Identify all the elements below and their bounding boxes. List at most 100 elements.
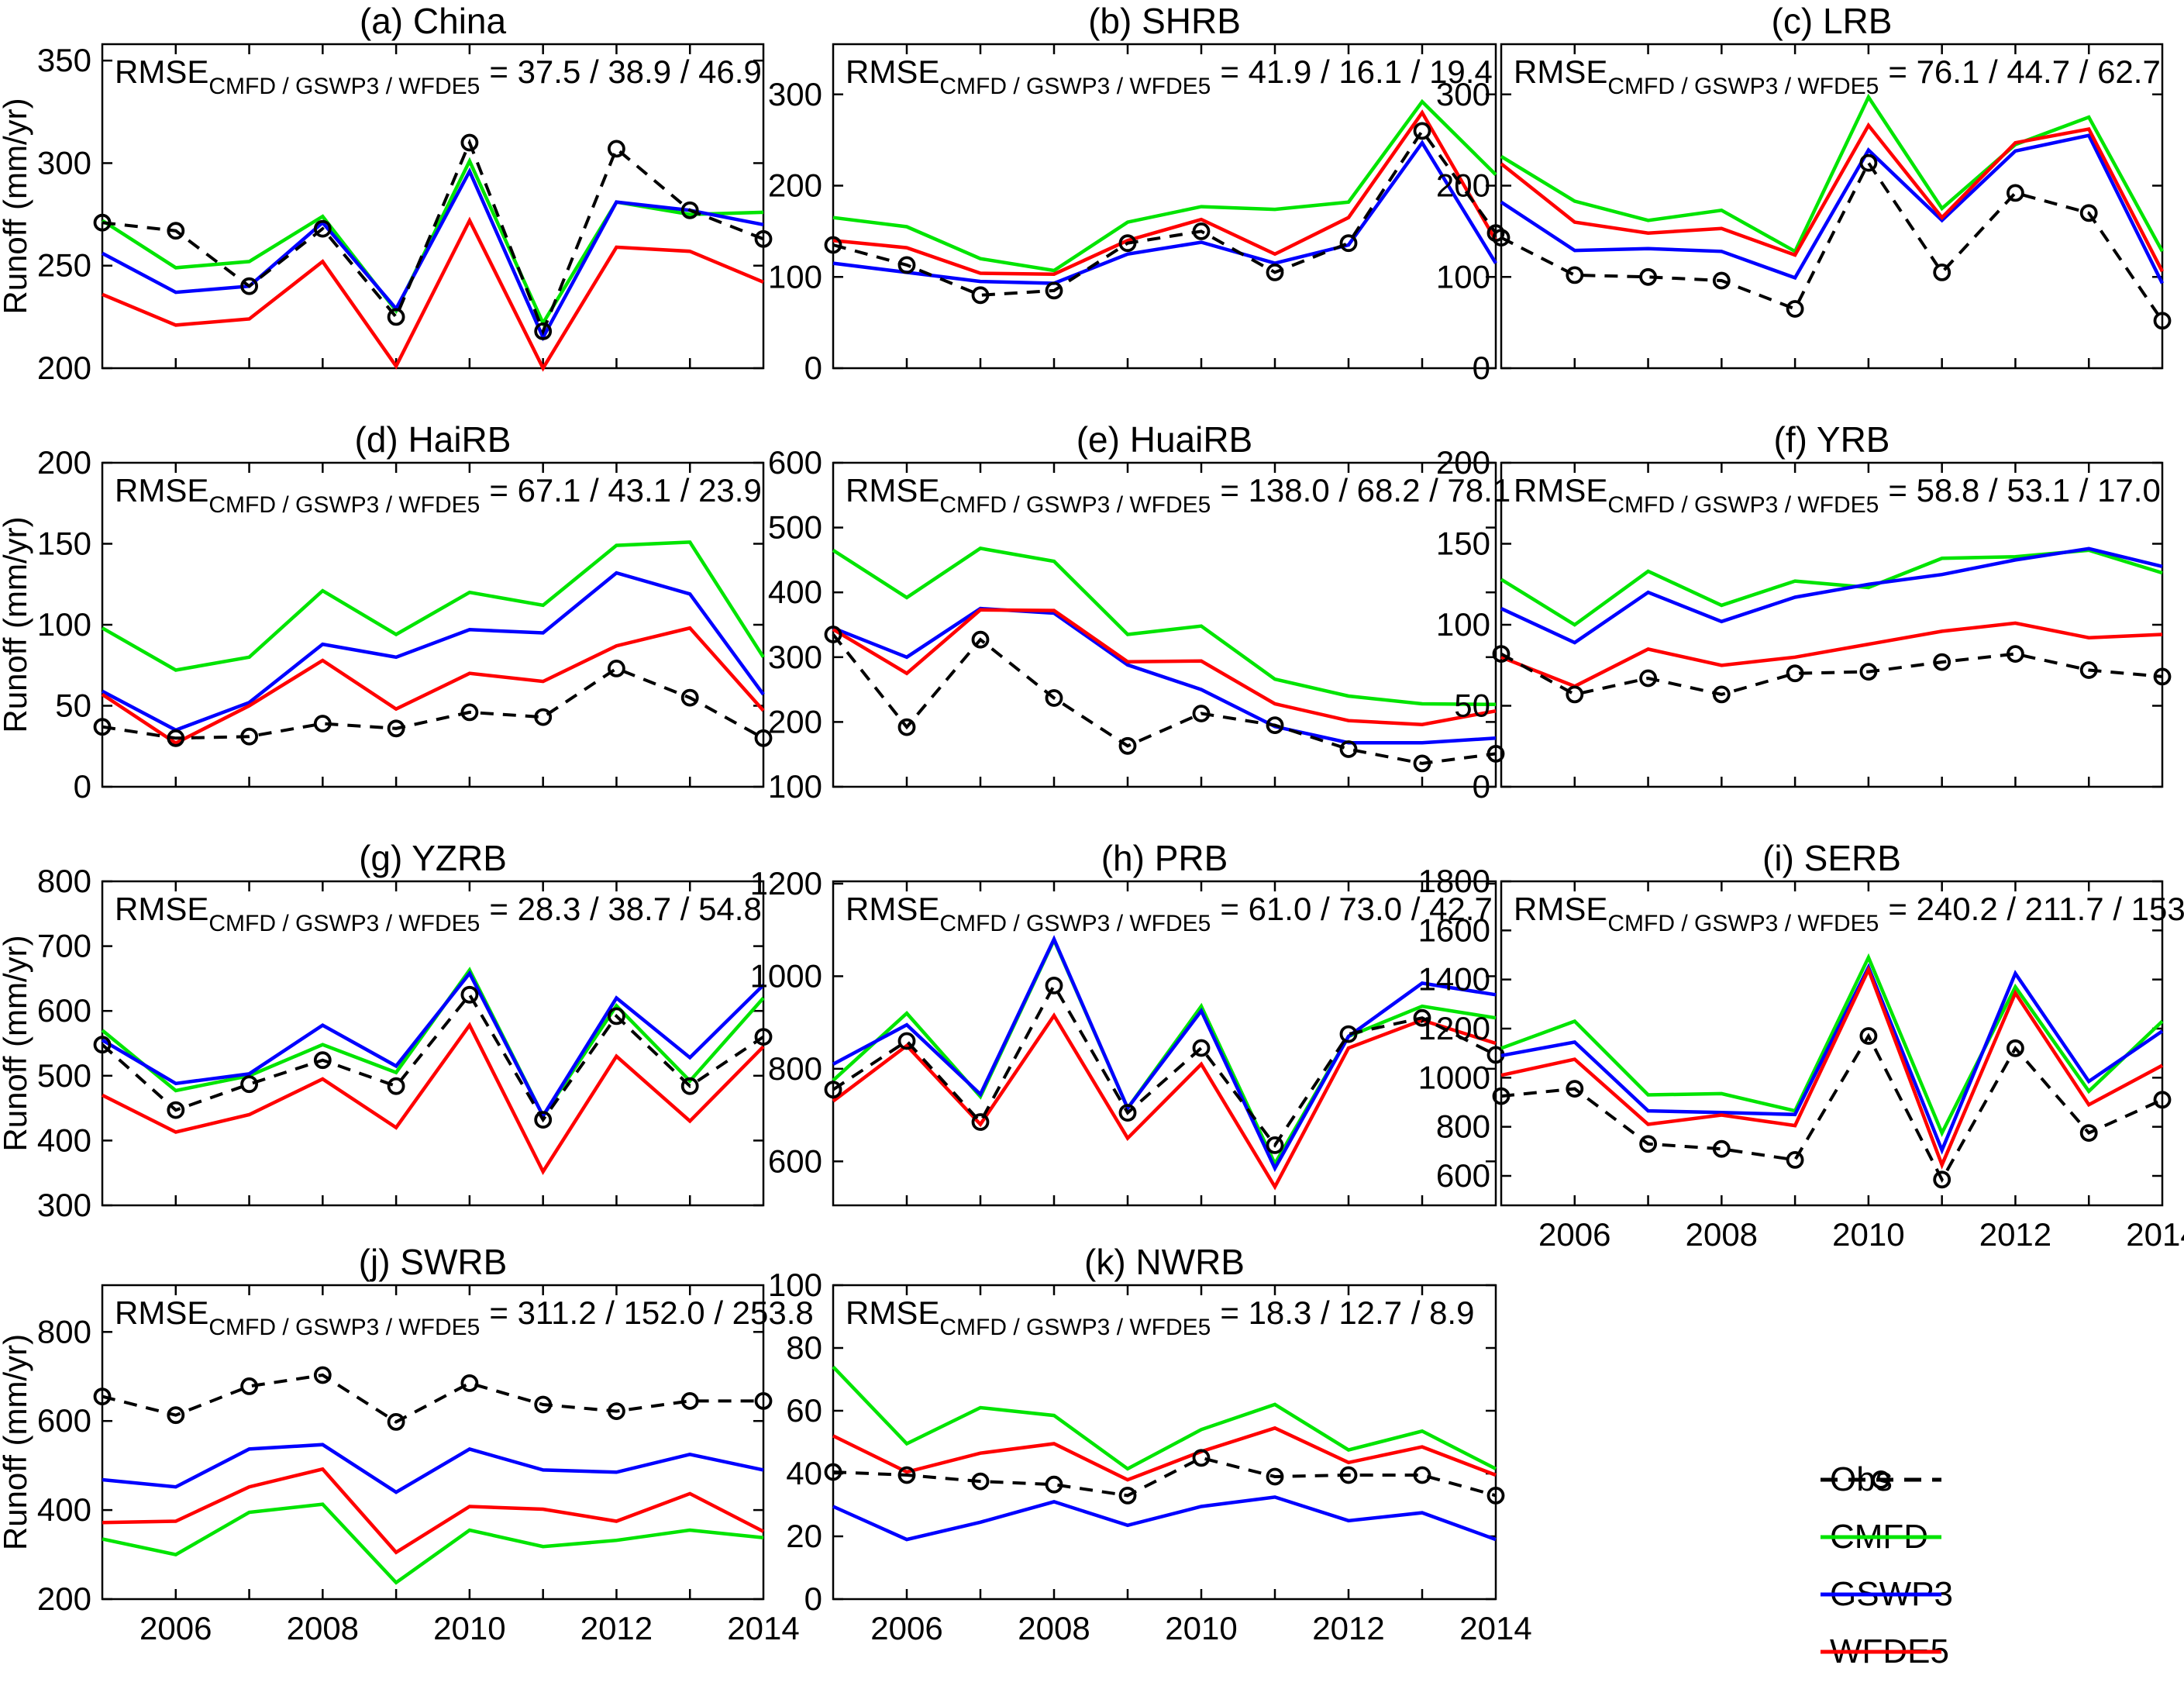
cmfd-line [832,1365,1497,1471]
panel-title: (i) SERB [1762,838,1901,878]
obs-point [824,236,842,254]
panel-title: (c) LRB [1772,1,1893,41]
rmse-values: = 61.0 / 73.0 / 42.7 [1220,891,1493,927]
obs-series [824,626,1505,773]
obs-point [1486,1486,1505,1505]
panel-f-chart: (f) YRB 0 50 100 150 200 [1436,419,2172,805]
obs-point [1118,234,1137,253]
wfde5-line [1500,965,2164,1170]
obs-point [240,727,259,746]
obs-point [93,213,112,232]
y-tick-label: 100 [37,606,91,643]
obs-point [240,1377,259,1395]
y-tick-label: 500 [37,1057,91,1094]
rmse-subscript: CMFD / GSWP3 / WFDE5 [939,74,1211,99]
gswp3-line [832,140,1497,285]
obs-point [971,1113,990,1131]
panel-a-chart: (a) China Runoff (mm/yr) 200 250 300 350 [0,1,773,386]
y-tick-label: 200 [37,444,91,481]
cmfd-line [1500,93,2164,254]
panel-title: (f) YRB [1774,419,1890,460]
obs-point [167,222,185,240]
gswp3-line [101,571,765,733]
obs-point [2007,184,2024,202]
gswp3-line [832,1495,1497,1542]
panel-b-chart: (b) SHRB 0 100 200 300 [768,1,1505,386]
obs-point [2007,1039,2024,1057]
obs-point [1639,1135,1658,1153]
panel-g-chart: (g) YZRB Runoff (mm/yr) 300 400 500 600 700 800 [0,838,773,1223]
obs-point [534,708,553,726]
rmse-prefix: RMSE [1514,53,1608,90]
obs-point [754,229,773,248]
y-tick-label: 100 [768,258,822,295]
y-tick-label: 300 [37,144,91,181]
wfde5-line [832,608,1497,726]
wfde5-line [102,1467,765,1555]
x-tick-label: 2010 [1165,1610,1237,1646]
obs-point [1486,744,1505,763]
plot-border [832,43,1497,370]
legend: Obs CMFD GSWP3 WFDE5 [1817,1451,1953,1680]
plot-border [1500,461,2164,788]
rmse-prefix: RMSE [846,891,940,927]
obs-point [2153,667,2172,686]
obs-series [1492,1027,2172,1189]
y-tick-label: 60 [786,1392,822,1429]
obs-point [1339,740,1358,758]
y-tick-label: 200 [768,703,822,739]
obs-point [971,286,990,305]
y-tick-label: 400 [37,1122,91,1158]
rmse-values: = 28.3 / 38.7 / 54.8 [489,891,762,927]
y-tick-label: 1800 [1418,863,1490,899]
rmse-prefix: RMSE [115,891,209,927]
obs-line [101,991,765,1123]
obs-point [1639,267,1658,286]
y-tick-label: 0 [74,768,91,805]
obs-point [1492,1087,1511,1105]
gswp3-line [101,167,764,342]
x-tick-label: 2008 [287,1610,359,1646]
obs-point [754,1028,773,1046]
obs-point [387,1412,405,1431]
panel-i-chart: (i) SERB 600 800 1000 1200 1400 1600 1800 2006 20… [1418,838,2184,1253]
rmse-prefix: RMSE [1514,472,1608,508]
obs-line [102,1373,763,1424]
panel-title: (g) YZRB [359,838,507,878]
obs-point [460,703,479,722]
gswp3-line [832,606,1497,745]
obs-point [680,1391,699,1410]
x-tick-label: 2006 [140,1610,212,1646]
y-tick-label: 100 [768,768,822,805]
obs-point [971,1472,990,1491]
y-tick-label: 100 [768,1267,822,1303]
legend-item-gswp3: GSWP3 [1817,1566,1953,1623]
panel-h-chart: (h) PRB 600 800 1000 1200 [750,838,1505,1207]
obs-point [1118,1104,1137,1122]
gswp3-line [102,1443,764,1494]
y-tick-label: 600 [1436,1157,1490,1194]
obs-point [680,688,699,707]
obs-series [93,659,773,747]
obs-point [608,140,625,158]
obs-point [1859,153,1878,172]
tick-marks: 200 400 600 800 2006 2008 2010 2012 2014 [37,1285,800,1646]
obs-line [832,1456,1497,1498]
obs-point [897,1032,916,1050]
x-tick-label: 2014 [727,1610,799,1646]
obs-point [1266,1467,1284,1486]
gswp3-line [1500,133,2165,284]
rmse-subscript: CMFD / GSWP3 / WFDE5 [208,1315,481,1340]
rmse-prefix: RMSE [115,1294,209,1331]
obs-point [897,718,916,736]
obs-series [824,976,1505,1154]
y-tick-label: 80 [786,1329,822,1366]
wfde5-line-sample [1821,1649,1941,1654]
rmse-values: = 76.1 / 44.7 / 62.7 [1888,53,2161,90]
rmse-prefix: RMSE [846,53,940,90]
cmfd-line [1500,953,2164,1137]
rmse-subscript: CMFD / GSWP3 / WFDE5 [939,911,1211,936]
obs-point [754,729,773,747]
cmfd-line [101,157,764,327]
